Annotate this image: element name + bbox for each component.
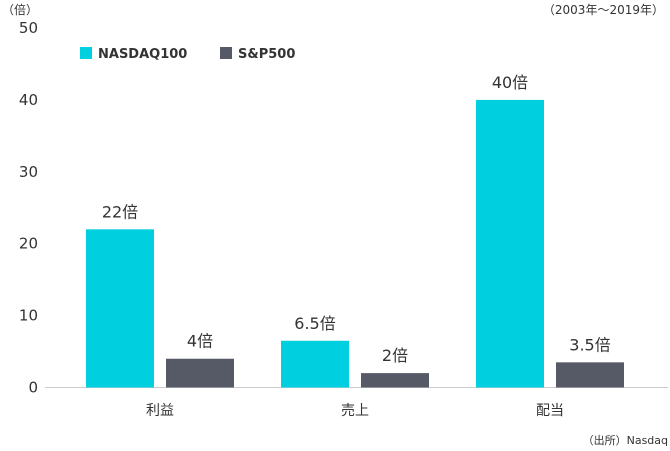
bar-value-label: 4倍 [187,332,213,351]
legend-label: NASDAQ100 [98,47,187,62]
data-labels-group: 22倍 6.5倍 40倍 4倍 2倍 3.5倍 [102,73,611,365]
legend-swatch [220,47,232,59]
bar-value-label: 6.5倍 [294,314,335,333]
bar-value-label: 2倍 [382,346,408,365]
legend: NASDAQ100 S&P500 [80,47,295,62]
bar-nasdaq100 [476,99,544,388]
legend-swatch [80,47,92,59]
bars-group [86,99,624,388]
x-category-label: 利益 [146,403,174,419]
y-tick-label: 50 [19,19,38,37]
x-category-label: 売上 [341,403,369,419]
bar-value-label: 3.5倍 [569,335,610,354]
y-tick-label: 40 [19,91,38,109]
source-note: （出所）Nasdaq [583,433,668,447]
bar-sp500 [166,358,234,388]
y-tick-label: 10 [19,307,38,325]
bar-value-label: 40倍 [492,73,528,92]
bar-sp500 [556,362,624,388]
bar-value-label: 22倍 [102,202,138,221]
x-category-label: 配当 [536,403,564,419]
y-tick-label: 0 [28,379,38,397]
y-axis-ticks: 0 10 20 30 40 50 [19,19,38,397]
bar-nasdaq100 [86,229,154,388]
period-label: （2003年〜2019年） [543,3,664,17]
y-axis-unit-label: （倍） [2,2,38,17]
bar-sp500 [361,373,429,388]
y-tick-label: 30 [19,163,38,181]
legend-label: S&P500 [238,47,295,62]
category-labels-group: 利益 売上 配当 [146,403,564,419]
y-tick-label: 20 [19,235,38,253]
bar-nasdaq100 [281,340,349,388]
